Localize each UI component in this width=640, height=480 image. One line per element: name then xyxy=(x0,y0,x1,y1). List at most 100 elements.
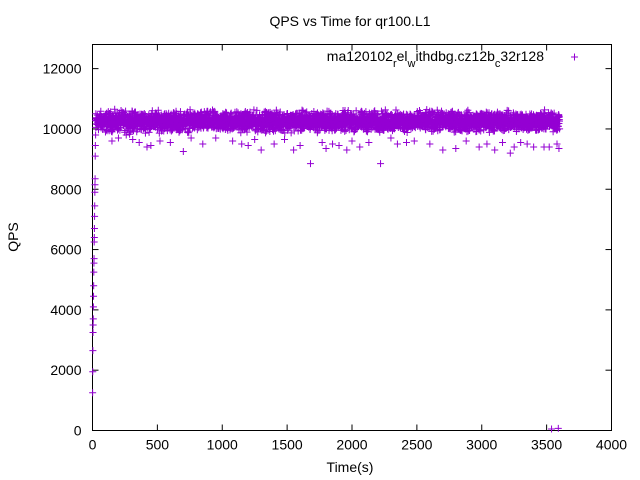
x-tick-label: 3500 xyxy=(531,437,562,453)
y-tick-label: 10000 xyxy=(43,121,82,137)
data-point xyxy=(426,140,434,148)
data-point xyxy=(475,143,483,151)
data-point xyxy=(318,139,326,147)
data-point xyxy=(393,140,401,148)
y-tick-label: 6000 xyxy=(50,242,81,258)
axis-tick-labels: 0 500 1000 1500 2000 2500 3000 3500 4000 0 2000 400… xyxy=(43,61,628,453)
data-point xyxy=(491,146,499,154)
legend-marker xyxy=(571,53,578,61)
data-point xyxy=(135,139,143,147)
data-point xyxy=(238,140,246,148)
x-tick-label: 1500 xyxy=(272,437,303,453)
data-point xyxy=(251,135,259,143)
data-point xyxy=(545,143,553,151)
x-axis-title: Time(s) xyxy=(327,459,374,475)
data-point xyxy=(377,160,385,168)
legend-label: ma120102relwithdbg.cz12bc32r128 xyxy=(327,48,544,70)
data-point xyxy=(553,140,561,148)
data-point xyxy=(90,282,98,290)
x-tick-label: 0 xyxy=(89,437,97,453)
data-point xyxy=(402,139,410,147)
data-point xyxy=(156,137,164,145)
x-tick-label: 1000 xyxy=(207,437,238,453)
y-tick-label: 4000 xyxy=(50,302,81,318)
data-point xyxy=(530,143,538,151)
data-point xyxy=(296,142,304,150)
data-point xyxy=(306,160,314,168)
x-tick-label: 2000 xyxy=(336,437,367,453)
legend: ma120102relwithdbg.cz12bc32r128 xyxy=(327,48,578,70)
data-point xyxy=(89,347,97,355)
x-tick-label: 4000 xyxy=(596,437,627,453)
data-point xyxy=(185,129,193,137)
data-point xyxy=(348,137,356,145)
data-point xyxy=(90,255,98,263)
y-tick-label: 12000 xyxy=(43,61,82,77)
data-point xyxy=(356,143,364,151)
data-point xyxy=(410,137,418,145)
data-point xyxy=(227,109,235,117)
data-point xyxy=(108,137,116,145)
data-point xyxy=(89,321,97,329)
data-point xyxy=(179,148,187,156)
data-point xyxy=(483,140,491,148)
data-point xyxy=(91,212,99,220)
data-point xyxy=(229,137,237,145)
data-point xyxy=(335,142,343,150)
data-point xyxy=(166,139,174,147)
data-point xyxy=(365,139,373,147)
data-point xyxy=(114,134,122,142)
data-point xyxy=(92,131,100,139)
y-tick-label: 2000 xyxy=(50,362,81,378)
data-point xyxy=(129,135,137,143)
data-point xyxy=(276,108,284,116)
data-point xyxy=(91,188,99,196)
data-point xyxy=(147,142,155,150)
data-point xyxy=(89,328,97,336)
x-tick-label: 500 xyxy=(146,437,170,453)
data-point xyxy=(91,175,99,183)
data-point xyxy=(387,134,395,142)
axis-ticks xyxy=(92,44,612,431)
data-point xyxy=(90,292,98,300)
y-tick-label: 0 xyxy=(74,423,82,439)
data-point xyxy=(91,152,99,160)
data-point xyxy=(91,142,99,150)
data-point xyxy=(548,425,556,433)
data-point xyxy=(462,137,470,145)
data-point xyxy=(343,146,351,154)
data-point xyxy=(257,146,265,154)
data-point xyxy=(270,140,278,148)
data-point xyxy=(506,149,514,157)
data-point xyxy=(237,129,245,137)
y-axis-title: QPS xyxy=(5,222,21,252)
data-points xyxy=(89,105,564,433)
plot-frame xyxy=(92,44,612,431)
data-point xyxy=(250,106,258,114)
y-tick-label: 8000 xyxy=(50,181,81,197)
data-point xyxy=(290,146,298,154)
data-point xyxy=(322,145,330,153)
data-point xyxy=(89,389,97,397)
data-point xyxy=(199,140,207,148)
data-point xyxy=(517,139,525,147)
data-point xyxy=(91,202,99,210)
data-point xyxy=(212,134,220,142)
legend-plus-icon xyxy=(571,53,578,61)
data-point xyxy=(89,315,97,323)
data-point xyxy=(329,140,337,148)
x-tick-label: 2500 xyxy=(401,437,432,453)
data-point xyxy=(523,140,531,148)
data-point xyxy=(111,105,119,113)
x-tick-label: 3000 xyxy=(466,437,497,453)
data-point xyxy=(91,181,99,189)
data-point xyxy=(231,108,239,116)
data-point xyxy=(90,234,98,241)
chart-title: QPS vs Time for qr100.L1 xyxy=(269,13,430,29)
data-point xyxy=(244,142,252,150)
data-point xyxy=(499,139,507,147)
data-point xyxy=(510,143,518,151)
data-point xyxy=(222,108,230,116)
data-point xyxy=(281,135,289,143)
